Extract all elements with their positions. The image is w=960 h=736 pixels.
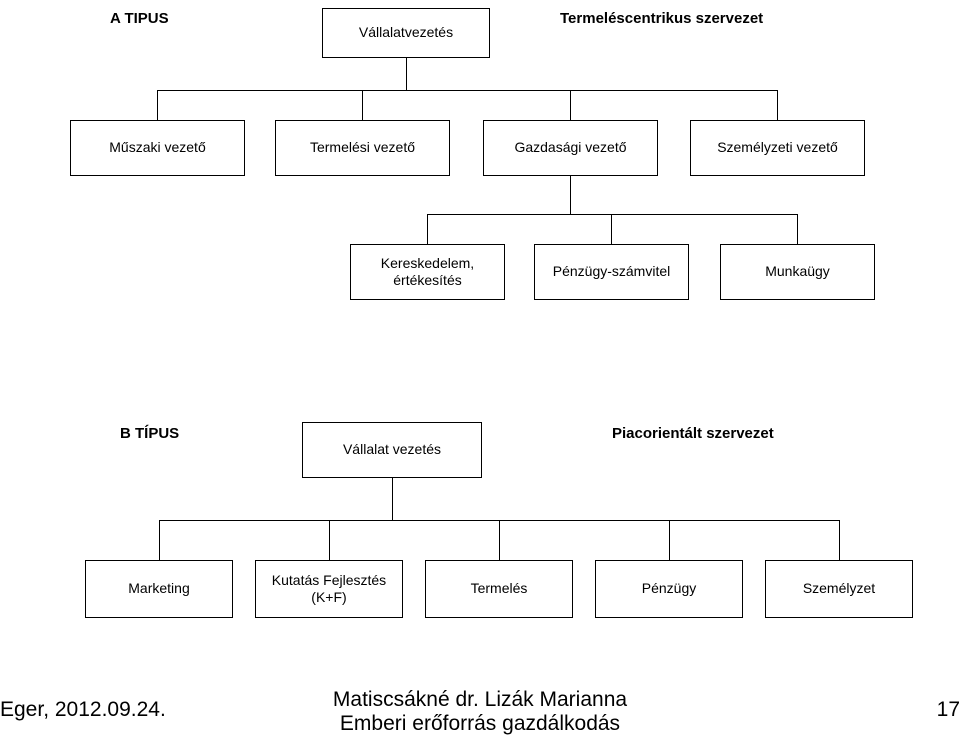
chartA-level1-box-0: Műszaki vezető — [70, 120, 245, 176]
connector — [157, 90, 778, 91]
connector — [797, 214, 798, 244]
connector — [159, 520, 160, 560]
connector — [392, 478, 393, 520]
connector — [427, 214, 798, 215]
footer-center: Matiscsákné dr. Lizák Marianna Emberi er… — [0, 688, 960, 736]
chartB-level1-label: Kutatás Fejlesztés (K+F) — [260, 572, 398, 607]
connector — [157, 90, 158, 120]
chartB-level1-box-0: Marketing — [85, 560, 233, 618]
chartA-level2-box-0: Kereskedelem, értékesítés — [350, 244, 505, 300]
chartA-root-label: Vállalatvezetés — [359, 24, 453, 42]
connector — [777, 90, 778, 120]
connector — [406, 58, 407, 90]
connector — [669, 520, 670, 560]
connector — [839, 520, 840, 560]
chartA-title-left: A TIPUS — [110, 10, 169, 27]
chartB-title-right: Piacorientált szervezet — [612, 425, 774, 442]
connector — [427, 214, 428, 244]
chartB-root-box: Vállalat vezetés — [302, 422, 482, 478]
chartB-level1-label: Pénzügy — [642, 580, 696, 598]
chartB-level1-box-2: Termelés — [425, 560, 573, 618]
chartA-level1-box-1: Termelési vezető — [275, 120, 450, 176]
chartA-level2-label: Pénzügy-számvitel — [553, 263, 671, 281]
connector — [499, 520, 500, 560]
chartB-title-left: B TÍPUS — [120, 425, 179, 442]
chartA-level1-label: Műszaki vezető — [109, 139, 205, 157]
chartB-level1-label: Marketing — [128, 580, 189, 598]
chartB-level1-box-3: Pénzügy — [595, 560, 743, 618]
footer-center-line1: Matiscsákné dr. Lizák Marianna — [333, 688, 627, 711]
connector — [570, 176, 571, 214]
connector — [362, 90, 363, 120]
chartA-level2-label: Kereskedelem, értékesítés — [355, 255, 500, 290]
chartA-level2-box-2: Munkaügy — [720, 244, 875, 300]
chartA-level1-box-2: Gazdasági vezető — [483, 120, 658, 176]
connector — [611, 214, 612, 244]
footer-center-line2: Emberi erőforrás gazdálkodás — [340, 712, 620, 735]
chartB-level1-box-4: Személyzet — [765, 560, 913, 618]
connector — [329, 520, 330, 560]
chartA-title-right: Termeléscentrikus szervezet — [560, 10, 763, 27]
chartA-level1-label: Termelési vezető — [310, 139, 415, 157]
chartB-level1-label: Személyzet — [803, 580, 875, 598]
chartA-level2-label: Munkaügy — [765, 263, 830, 281]
chartB-level1-label: Termelés — [471, 580, 528, 598]
chartA-root-box: Vállalatvezetés — [322, 8, 490, 58]
chartA-level1-label: Gazdasági vezető — [514, 139, 626, 157]
chartA-level1-box-3: Személyzeti vezető — [690, 120, 865, 176]
footer-right-page-number: 17 — [937, 698, 960, 722]
connector — [570, 90, 571, 120]
chartA-level2-box-1: Pénzügy-számvitel — [534, 244, 689, 300]
chartB-level1-box-1: Kutatás Fejlesztés (K+F) — [255, 560, 403, 618]
chartA-level1-label: Személyzeti vezető — [717, 139, 838, 157]
chartB-root-label: Vállalat vezetés — [343, 441, 441, 459]
